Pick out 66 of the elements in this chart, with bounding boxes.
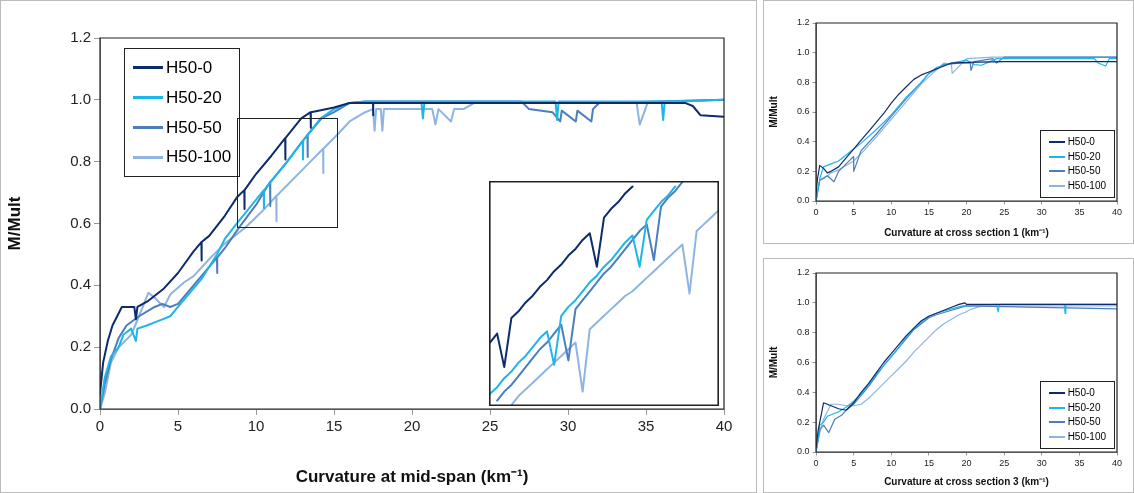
x-tick-label: 15 <box>923 207 934 218</box>
legend-label: H50-100 <box>1067 429 1106 444</box>
y-tick-label: 0.4 <box>796 136 810 147</box>
x-tick-label: 20 <box>961 458 972 469</box>
x-tick-label: 0 <box>813 458 819 469</box>
x-tick-label: 25 <box>481 417 499 435</box>
x-tick-label: 35 <box>637 417 655 435</box>
y-tick-label: 1.2 <box>70 28 91 46</box>
legend-label: H50-0 <box>166 57 213 79</box>
x-tick-label: 20 <box>961 207 972 218</box>
x-tick-label: 15 <box>923 458 934 469</box>
x-tick-label: 5 <box>851 458 857 469</box>
y-tick-label: 0.0 <box>796 195 810 206</box>
y-tick-label: 0.2 <box>796 165 810 176</box>
y-tick-label: 0.4 <box>796 386 810 397</box>
x-tick-label: 30 <box>1036 458 1047 469</box>
y-axis-title: M/Mult <box>4 196 24 251</box>
legend-label: H50-20 <box>166 86 222 109</box>
x-tick-label: 10 <box>247 417 265 435</box>
y-tick-label: 1.0 <box>796 47 810 58</box>
x-tick-label: 15 <box>325 417 343 435</box>
x-axis-title: Curvature at cross section 3 (km⁻¹) <box>884 475 1049 487</box>
y-tick-label: 0.2 <box>70 337 91 355</box>
x-tick-label: 40 <box>1111 207 1123 218</box>
legend-label: H50-50 <box>166 116 222 139</box>
y-tick-label: 0.0 <box>796 446 810 457</box>
y-tick-label: 0.4 <box>70 275 91 293</box>
x-tick-label: 5 <box>851 207 857 218</box>
y-tick-label: 1.0 <box>796 297 810 308</box>
legend-label: H50-50 <box>1067 415 1101 429</box>
x-tick-label: 35 <box>1074 458 1085 469</box>
y-tick-label: 0.2 <box>796 416 810 427</box>
y-tick-label: 0.6 <box>796 356 810 367</box>
legend-label: H50-100 <box>1067 178 1106 193</box>
legend-label: H50-50 <box>1067 164 1101 178</box>
y-tick-label: 1.2 <box>796 17 810 28</box>
x-tick-label: 35 <box>1074 207 1085 218</box>
y-tick-label: 0.8 <box>796 76 810 87</box>
x-tick-label: 40 <box>715 417 733 435</box>
x-axis-title: Curvature at mid-span (km⁻¹) <box>295 467 529 487</box>
y-tick-label: 0.0 <box>70 399 91 417</box>
x-axis-title: Curvature at cross section 1 (km⁻¹) <box>884 226 1049 238</box>
x-tick-label: 30 <box>1036 207 1047 218</box>
x-tick-label: 25 <box>999 458 1010 469</box>
x-tick-label: 5 <box>173 417 183 435</box>
legend-label: H50-100 <box>166 146 232 169</box>
y-tick-label: 0.8 <box>796 327 810 338</box>
x-tick-label: 40 <box>1111 458 1123 469</box>
x-tick-label: 0 <box>95 417 105 435</box>
x-tick-label: 20 <box>403 417 421 435</box>
y-axis-title: M/Mult <box>767 95 779 128</box>
legend-label: H50-0 <box>1067 135 1095 149</box>
y-axis-title: M/Mult <box>767 346 779 379</box>
y-tick-label: 0.6 <box>796 106 810 117</box>
y-tick-label: 0.8 <box>70 151 91 169</box>
legend-label: H50-20 <box>1067 400 1101 415</box>
x-tick-label: 0 <box>813 207 819 218</box>
x-tick-label: 10 <box>886 458 897 469</box>
legend-label: H50-0 <box>1067 386 1095 400</box>
x-tick-label: 10 <box>886 207 897 218</box>
x-tick-label: 25 <box>999 207 1010 218</box>
legend-label: H50-20 <box>1067 149 1101 164</box>
y-tick-label: 0.6 <box>70 213 91 231</box>
y-tick-label: 1.0 <box>70 89 91 107</box>
x-tick-label: 30 <box>559 417 577 435</box>
y-tick-label: 1.2 <box>796 267 810 278</box>
